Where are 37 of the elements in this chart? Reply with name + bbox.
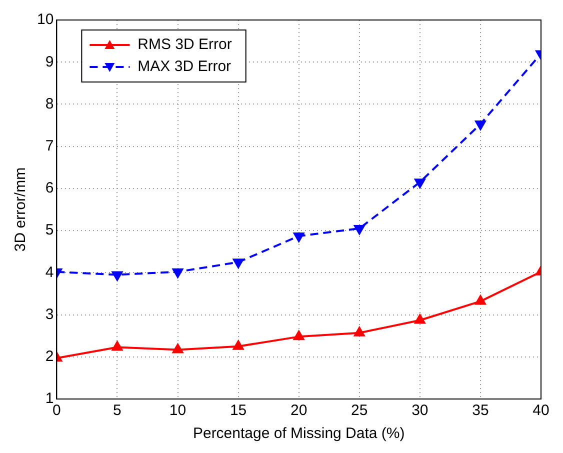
y-tick-label: 5: [45, 222, 54, 239]
x-tick-label: 40: [532, 402, 550, 420]
point: [112, 341, 123, 351]
y-tick-label: 6: [45, 180, 54, 197]
x-axis-title: Percentage of Missing Data (%): [192, 425, 405, 442]
x-tick-label: 5: [113, 402, 122, 420]
point: [475, 120, 486, 130]
legend-label: MAX 3D Error: [138, 58, 232, 76]
x-tick-label: 30: [412, 402, 428, 420]
point: [294, 232, 304, 242]
y-tick-label: 3: [45, 306, 54, 323]
point: [354, 326, 365, 336]
y-tick-label: 9: [45, 53, 54, 70]
point: [112, 271, 123, 281]
point: [172, 268, 184, 278]
x-tick-label: 0: [52, 402, 61, 420]
y-tick-label: 7: [45, 137, 54, 154]
point: [232, 258, 244, 268]
point: [232, 340, 244, 350]
point: [414, 178, 426, 188]
y-axis-title: 3D error/mm: [12, 167, 30, 252]
y-tick-label: 4: [45, 264, 54, 281]
y-tick-label: 2: [45, 348, 54, 366]
point: [172, 344, 184, 354]
point: [354, 224, 365, 234]
x-tick-label: 20: [290, 402, 308, 420]
point: [475, 295, 486, 305]
y-tick-label: 1: [45, 390, 54, 408]
x-tick-label: 15: [230, 402, 247, 420]
legend-label: RMS 3D Error: [138, 36, 232, 54]
point: [414, 314, 426, 324]
y-tick-label: 8: [45, 95, 54, 112]
x-tick-label: 10: [169, 402, 186, 420]
x-tick-label: 35: [472, 402, 489, 420]
point: [294, 330, 304, 340]
y-tick-label: 10: [36, 11, 54, 28]
x-tick-label: 25: [351, 402, 368, 420]
